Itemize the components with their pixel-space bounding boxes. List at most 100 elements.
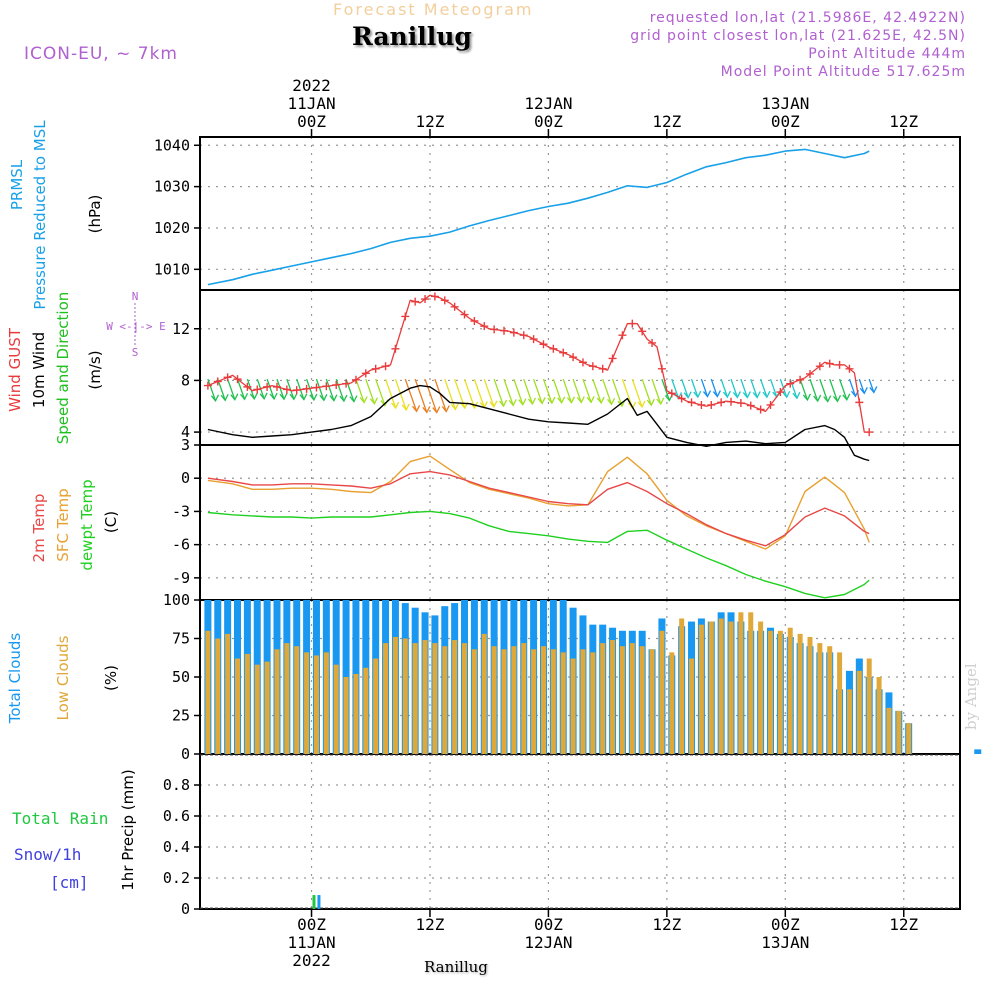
wind-arrow-head [450, 403, 459, 411]
wind-arrow-head [369, 397, 379, 405]
ytick-label-clouds: 25 [172, 707, 190, 725]
low-cloud-bar [758, 621, 764, 754]
low-cloud-bar [856, 670, 862, 754]
low-cloud-bar [511, 646, 517, 754]
wind-arrow-head [869, 386, 878, 394]
ytick-label-precip: 0.4 [163, 838, 190, 856]
gust-marker [223, 373, 232, 382]
wind-arrow-head [508, 399, 517, 407]
gust-marker [411, 297, 420, 306]
wind-arrow [424, 378, 438, 413]
gust-marker [272, 382, 281, 391]
gust-marker [766, 400, 775, 409]
low-cloud-bar [679, 618, 685, 754]
gust-marker [628, 319, 637, 328]
top-time-label: 12Z [416, 112, 445, 131]
low-cloud-bar [906, 723, 912, 754]
low-cloud-bar [846, 689, 852, 754]
wind-arrow [730, 378, 739, 398]
wind-arrow-head [441, 405, 450, 413]
wind-arrow-head [586, 396, 595, 404]
wind-arrow [503, 378, 514, 406]
gust-marker [351, 375, 360, 384]
gust-marker [736, 399, 745, 408]
model-name: ICON-EU, ~ 7km [24, 44, 178, 64]
low-cloud-bar [432, 643, 438, 754]
wind-arrow-head [422, 406, 431, 414]
gust-marker [756, 405, 765, 414]
gust-marker [500, 326, 508, 335]
ytick-label-clouds: 50 [172, 668, 190, 686]
compass-s: S [132, 346, 139, 359]
ytick-label-pressure: 1030 [154, 178, 190, 196]
wind-arrow-head [319, 394, 328, 402]
model-altitude: Model Point Altitude 517.625m [720, 64, 966, 80]
wind-arrow-head [249, 392, 258, 401]
wind-arrow [809, 378, 819, 402]
wind-arrow-head [842, 393, 851, 401]
gust-marker [253, 385, 262, 394]
wind-arrow-head [566, 396, 576, 404]
gust-marker [312, 383, 321, 392]
gust-marker [588, 362, 597, 371]
panel-frame-wind [199, 289, 961, 446]
low-cloud-bar [807, 636, 813, 754]
wind-arrow-head [432, 406, 441, 414]
low-cloud-bar [619, 646, 625, 754]
low-cloud-bar [294, 646, 300, 754]
gust-marker [549, 344, 558, 353]
gust-marker [203, 381, 212, 390]
gust-marker [263, 382, 272, 391]
low-cloud-bar [886, 707, 892, 754]
wind-arrow-head [752, 391, 761, 399]
rain-label: Total Rain [12, 809, 108, 828]
gust-marker [421, 295, 430, 304]
gust-marker [865, 428, 874, 437]
grid-point-coords: grid point closest lon,lat (21.625E, 42.… [630, 28, 966, 44]
ytick-label-wind: 8 [181, 371, 190, 389]
wind-arrow [434, 378, 447, 412]
wind-arrow [463, 378, 476, 409]
gust-marker [727, 397, 736, 406]
low-cloud-bar [748, 612, 754, 754]
wind-arrow [532, 378, 543, 404]
low-cloud-bar [422, 640, 428, 754]
dewpt-label: dewpt Temp [78, 479, 96, 570]
ytick-label-precip: 0.2 [163, 869, 190, 887]
wind-arrow [829, 378, 839, 402]
wind-arrow [641, 378, 652, 406]
low-cloud-bar [462, 643, 468, 754]
ytick-label-pressure: 1040 [154, 136, 190, 154]
gust-marker [430, 292, 439, 301]
wind-arrow [799, 378, 809, 401]
wind-arrow [858, 378, 865, 394]
low-cloud-bar [540, 646, 546, 754]
wind-arrow-head [220, 393, 229, 402]
wind-arrow [710, 378, 718, 397]
wind-arrow [414, 378, 428, 413]
ytick-label-temperature: -3 [172, 502, 190, 520]
low-cloud-bar [698, 624, 704, 754]
low-cloud-bar [876, 677, 882, 754]
gust-marker [648, 338, 657, 347]
gust-marker [450, 302, 459, 311]
gust-marker [707, 400, 716, 409]
low-cloud-bar [501, 649, 507, 754]
gust-marker [322, 382, 331, 391]
gust-marker [578, 358, 587, 367]
wind-arrow-head [489, 400, 498, 408]
point-altitude: Point Altitude 444m [808, 46, 966, 62]
wind-arrow [227, 378, 236, 400]
ytick-label-precip: 0.6 [163, 807, 190, 825]
low-cloud-bar [254, 664, 260, 754]
low-cloud-bar [244, 653, 250, 754]
dewpt-line [207, 510, 870, 599]
low-cloud-bar [264, 661, 270, 754]
wind-label: 10m Wind [30, 332, 48, 408]
low-cloud-bar [590, 652, 596, 754]
wind-arrow-head [656, 397, 665, 406]
wind-arrow [365, 378, 376, 404]
gust-marker [746, 401, 755, 410]
wind-unit: (m/s) [86, 350, 104, 389]
wind-arrow [740, 378, 748, 398]
